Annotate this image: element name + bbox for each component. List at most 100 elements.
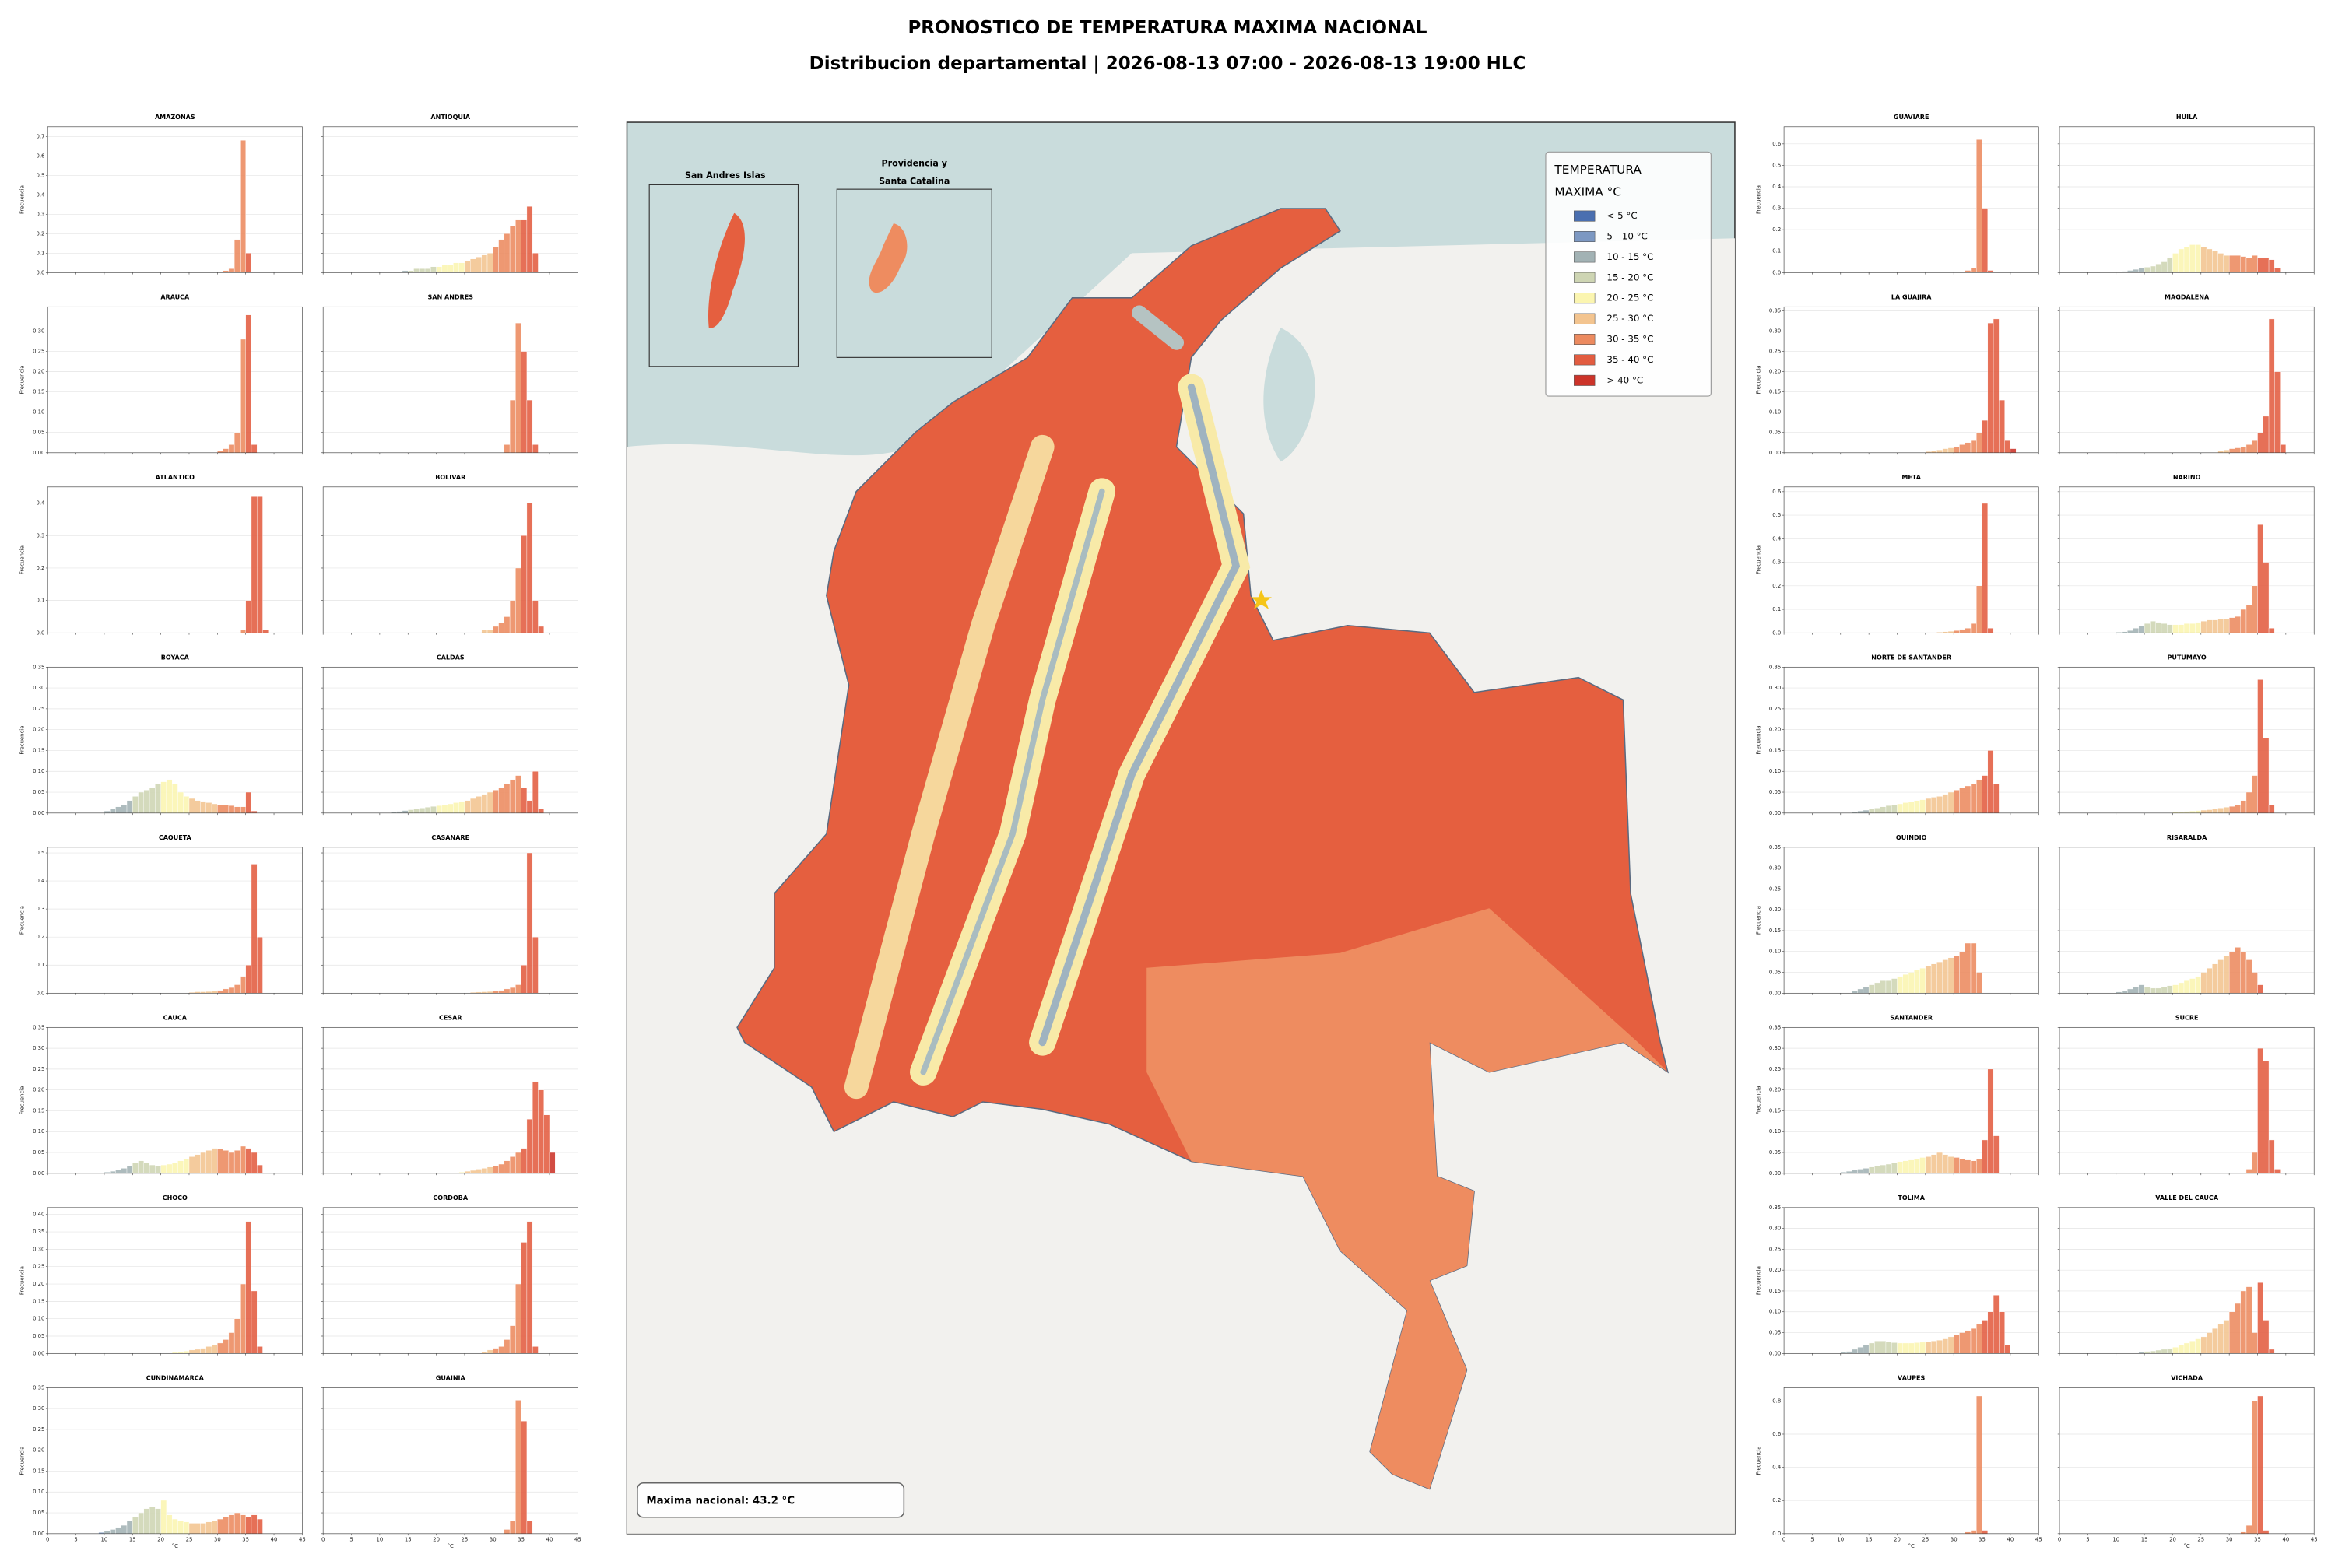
y-tick-label: 0.10 <box>1769 1128 1781 1135</box>
histogram-bar <box>1874 1341 1880 1354</box>
legend-label: < 5 °C <box>1606 210 1637 221</box>
histogram-bar <box>1999 1311 2005 1354</box>
histogram-bar <box>2274 1169 2281 1174</box>
histogram-bar <box>1947 447 1954 453</box>
y-tick-label: 0.10 <box>33 409 44 416</box>
y-tick-label: 0.35 <box>33 1024 44 1030</box>
panel-title: CUNDINAMARCA <box>146 1374 205 1381</box>
histogram-bar <box>2178 624 2185 633</box>
histogram-bar <box>1885 1342 1892 1354</box>
y-tick-label: 0.35 <box>1769 308 1781 314</box>
histogram-bar <box>228 1152 235 1174</box>
histogram-bar <box>245 1517 252 1535</box>
x-axis-label: °C <box>448 1543 454 1549</box>
histogram-bar <box>1993 784 2000 814</box>
y-axis-label: Frecuencia <box>19 1266 26 1295</box>
x-tick-label: 10 <box>1837 1536 1844 1542</box>
histogram-bar <box>2010 448 2017 453</box>
histogram-bar <box>521 1420 528 1535</box>
histogram-bar <box>1954 790 1960 813</box>
histogram-bar <box>1902 802 1909 813</box>
histogram-panel: 0.00 0.05 0.10 0.15 0.20 0.25 0.30 0.35 TOLIMA Fr… <box>1756 1194 2039 1356</box>
histogram-bar <box>234 984 241 994</box>
histogram-bar <box>1914 1158 1920 1174</box>
histogram-bar <box>1954 1335 1960 1354</box>
x-tick-label: 20 <box>1894 1536 1901 1542</box>
histogram-bar <box>2235 616 2241 633</box>
histogram-bar <box>234 806 241 813</box>
histogram-bar <box>1954 1157 1960 1174</box>
histogram-bar <box>413 268 420 273</box>
y-tick-label: 0.5 <box>1772 512 1781 518</box>
histogram-bar <box>504 233 511 273</box>
y-axis-label: Frecuencia <box>19 545 26 574</box>
y-tick-label: 0.25 <box>33 706 44 712</box>
y-tick-label: 0.05 <box>1769 789 1781 795</box>
histogram-bar <box>126 800 133 813</box>
legend-items: < 5 °C 5 - 10 °C 10 - 15 °C 15 - 20 °C 20 - … <box>1574 210 1653 386</box>
histogram-bar <box>1954 446 1960 453</box>
histogram-bar <box>2127 630 2133 633</box>
histogram-bar <box>2206 809 2213 814</box>
histogram-bar <box>526 800 533 813</box>
y-tick-label: 0.00 <box>1769 450 1781 456</box>
histogram-bar <box>240 629 246 633</box>
histogram-bar <box>251 1290 258 1354</box>
axes-frame <box>47 847 303 994</box>
histogram-bar <box>504 616 511 633</box>
histogram-bar <box>1982 775 1989 813</box>
axes-frame <box>1783 306 2039 454</box>
histogram-bar <box>195 800 201 813</box>
y-tick-label: 0.15 <box>1769 1107 1781 1114</box>
histogram-bar <box>217 990 223 994</box>
histogram-bar <box>115 806 121 813</box>
y-tick-label: 0.1 <box>36 598 44 604</box>
histogram-bar <box>2178 1345 2185 1354</box>
axes-frame <box>1783 847 2039 994</box>
histogram-bar <box>1891 804 1898 814</box>
histogram-bar <box>2245 1524 2252 1535</box>
x-tick-label: 5 <box>2086 1536 2089 1542</box>
histogram-bar <box>1880 806 1887 813</box>
histogram-bar <box>1959 444 1965 453</box>
panel-title: SAN ANDRES <box>428 293 474 300</box>
histogram-bar <box>2172 624 2179 633</box>
panel-title: VALLE DEL CAUCA <box>2155 1194 2219 1201</box>
histogram-bar <box>549 1152 556 1174</box>
y-tick-label: 0.10 <box>33 1128 44 1135</box>
y-tick-label: 0.30 <box>33 685 44 691</box>
histogram-bar <box>1919 1342 1926 1354</box>
histogram-bar <box>402 270 409 273</box>
legend-title: TEMPERATURA <box>1554 163 1642 177</box>
histogram-bar <box>1947 791 1954 813</box>
y-axis-label: Frecuencia <box>1756 185 1762 214</box>
y-tick-label: 0.4 <box>36 878 44 884</box>
histogram-bar <box>2245 791 2252 813</box>
annotation-box <box>637 1482 905 1518</box>
y-tick-label: 0.3 <box>1772 559 1781 566</box>
y-axis-label: Frecuencia <box>1756 1447 1762 1475</box>
histogram-bar <box>532 771 539 814</box>
y-axis-label: Frecuencia <box>19 185 26 214</box>
histogram-bar <box>251 1514 258 1535</box>
histogram-bar <box>2178 982 2185 994</box>
x-tick-label: 0 <box>2058 1536 2061 1542</box>
x-tick-label: 15 <box>1866 1536 1873 1542</box>
legend-swatch <box>1574 293 1596 304</box>
x-axis-label: °C <box>2184 1543 2190 1549</box>
histogram-bar <box>245 1148 252 1174</box>
panel-title: CESAR <box>439 1014 462 1021</box>
histogram-bar <box>413 809 420 814</box>
histogram-bar <box>166 1514 173 1535</box>
histogram-bar <box>1902 974 1909 994</box>
y-axis-label: Frecuencia <box>19 366 26 395</box>
histogram-bar <box>1857 1347 1864 1354</box>
histogram-panel: 0.0 0.1 0.2 0.3 0.4 ATLANTICO Frecuencia <box>19 474 303 636</box>
histogram-bar <box>1970 440 1977 453</box>
y-tick-label: 0.15 <box>33 389 44 395</box>
histogram-bar <box>2268 1349 2275 1354</box>
histogram-bar <box>160 1500 167 1535</box>
histogram-bar <box>1947 1156 1954 1174</box>
histogram-panel: SAN ANDRES <box>321 293 578 455</box>
histogram-bar <box>211 1148 218 1174</box>
